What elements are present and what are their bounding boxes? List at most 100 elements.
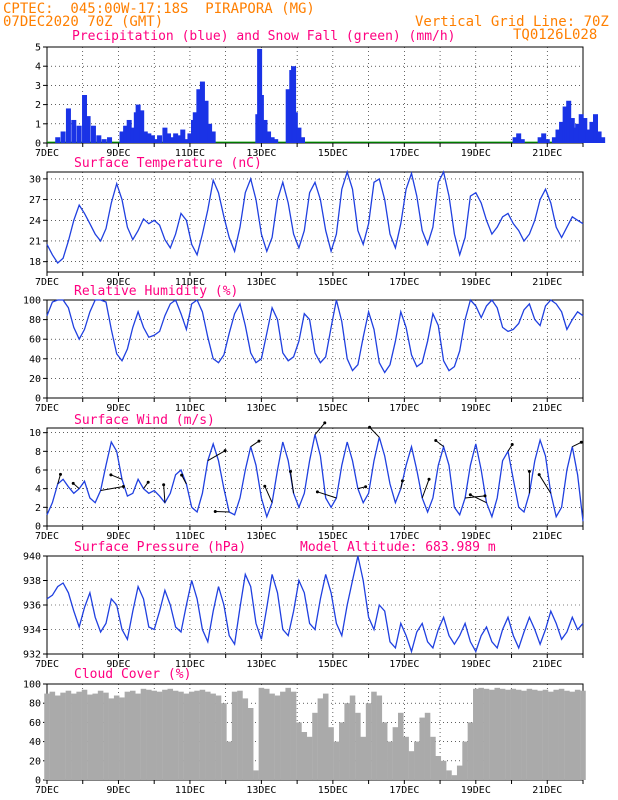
rh-xtick-label: 9DEC <box>106 403 130 414</box>
temp-xtick-label: 7DEC <box>35 277 59 288</box>
wind-arrow-head <box>288 470 292 474</box>
cloud-xtick-label: 17DEC <box>389 785 419 796</box>
precip-ytick-label: 2 <box>35 100 41 111</box>
cloud-bar <box>258 687 265 780</box>
cloud-bar <box>129 690 136 780</box>
header-model-code: TQ0126L028 <box>513 27 598 43</box>
wind-arrow-head <box>315 490 319 494</box>
precip-bar <box>273 139 279 143</box>
cloud-xtick-label: 21DEC <box>532 785 562 796</box>
wind-xtick-label: 21DEC <box>532 531 562 542</box>
cloud-bar <box>355 712 361 780</box>
cloud-bar <box>49 691 56 780</box>
wind-arrow <box>470 494 487 504</box>
cloud-bar <box>349 695 356 780</box>
temp-ytick-label: 30 <box>29 174 41 185</box>
pres-ytick-label: 934 <box>23 625 41 636</box>
cloud-bar <box>344 703 350 780</box>
precip-bar <box>551 137 557 143</box>
wind-arrow-head <box>468 493 472 497</box>
precip-bar <box>593 114 599 143</box>
wind-xtick-label: 15DEC <box>318 531 348 542</box>
cloud-bar <box>574 689 581 780</box>
wind-arrow <box>421 479 430 499</box>
wind-arrow <box>207 450 226 462</box>
cloud-bar <box>553 689 559 780</box>
cloud-bar <box>44 693 50 780</box>
precip-xtick-label: 9DEC <box>106 148 130 159</box>
wind-arrow <box>250 440 260 448</box>
rh-ytick-label: 0 <box>35 394 41 405</box>
cloud-bar <box>403 736 409 780</box>
cloud-bar <box>365 703 372 780</box>
precip-bar <box>207 123 213 143</box>
precip-bar <box>578 114 584 143</box>
precip-xtick-label: 17DEC <box>389 148 419 159</box>
pres-xtick-label: 7DEC <box>35 659 59 670</box>
temp-frame <box>46 171 584 273</box>
rh-ytick-label: 60 <box>29 335 41 346</box>
precip-bar <box>183 139 189 143</box>
precip-bar <box>569 118 575 143</box>
precip-bar <box>575 123 581 143</box>
precip-xtick-label: 21DEC <box>532 148 562 159</box>
precip-bar <box>173 133 179 143</box>
pres-ytick-label: 936 <box>23 601 41 612</box>
precip-bar <box>90 125 96 143</box>
precip-bar <box>180 129 186 143</box>
cloud-bar <box>119 697 125 780</box>
wind-arrow <box>264 486 273 503</box>
cloud-bar <box>548 691 554 780</box>
cloud-bar <box>81 689 88 780</box>
pres-xtick-label: 17DEC <box>389 659 419 670</box>
wind-ytick-label: 2 <box>35 503 41 514</box>
precip-bar <box>285 89 291 143</box>
cloud-bar <box>71 693 77 780</box>
precip-xtick-label: 11DEC <box>175 148 205 159</box>
cloud-bar <box>151 690 157 780</box>
wind-arrow-head <box>162 483 166 487</box>
temp-ytick-label: 24 <box>29 216 41 227</box>
wind-arrow-head <box>537 473 541 477</box>
rh-ytick-label: 80 <box>29 315 41 326</box>
wind-arrow-head <box>323 421 327 425</box>
cloud-bar <box>312 712 318 780</box>
pres-title: Surface Pressure (hPa) <box>74 540 247 555</box>
wind-arrow-head <box>368 425 372 429</box>
wind-arrow <box>57 474 61 485</box>
rh-ytick-label: 100 <box>23 296 41 307</box>
rh-ytick-label: 40 <box>29 354 41 365</box>
precip-xtick-label: 19DEC <box>461 148 491 159</box>
cloud-bar <box>467 722 474 780</box>
temp-title: Surface Temperature (nC) <box>74 156 262 171</box>
precip-bar <box>537 137 543 143</box>
cloud-bar <box>188 691 195 780</box>
temp-ytick-label: 21 <box>29 236 41 247</box>
cloud-bar <box>183 693 190 780</box>
cloud-bar <box>263 688 270 780</box>
precip-bar <box>582 118 588 143</box>
precip-bar <box>130 127 136 143</box>
pres-ytick-label: 940 <box>23 552 41 563</box>
temp-xtick-label: 13DEC <box>246 277 276 288</box>
wind-frame <box>46 427 584 527</box>
wind-title: Surface Wind (m/s) <box>74 413 215 428</box>
cloud-bar <box>564 690 570 780</box>
cloud-bar <box>60 692 66 780</box>
pres-xtick-label: 21DEC <box>532 659 562 670</box>
temp-xtick-label: 17DEC <box>389 277 419 288</box>
cloud-bar <box>419 717 425 780</box>
cloud-bar <box>510 688 517 780</box>
precip-bar <box>210 131 216 143</box>
precip-bar <box>135 104 141 143</box>
wind-ytick-label: 6 <box>35 466 41 477</box>
wind-arrow <box>314 422 326 435</box>
precip-bar <box>123 125 129 143</box>
wind-arrow-head <box>483 494 487 498</box>
precip-bar <box>555 129 561 143</box>
cloud-bar <box>280 691 286 780</box>
wind-arrow-head <box>263 484 267 488</box>
cloud-bar <box>414 741 420 780</box>
cloud-xtick-label: 19DEC <box>461 785 491 796</box>
precip-bar <box>519 139 525 143</box>
